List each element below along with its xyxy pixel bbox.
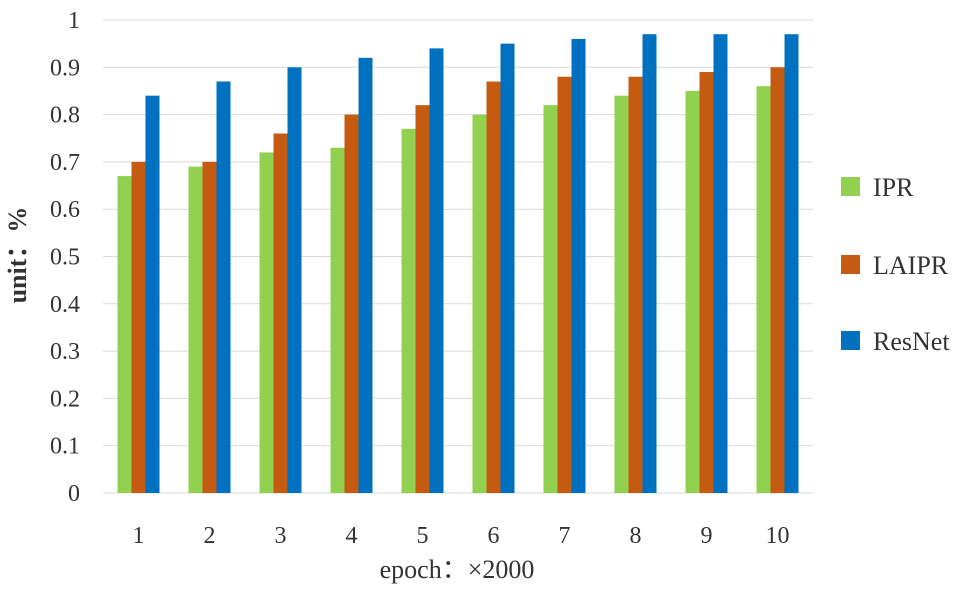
bar-ipr-1 [117, 176, 132, 493]
bar-ipr-8 [614, 95, 629, 494]
y-tick-label: 0.1 [50, 434, 80, 460]
x-tick-label: 2 [204, 523, 216, 549]
bar-ipr-4 [330, 147, 345, 493]
bar-ipr-9 [685, 90, 700, 493]
legend-label-resnet: ResNet [873, 327, 950, 356]
bar-laipr-4 [344, 114, 359, 493]
x-tick-label: 10 [766, 523, 790, 549]
bar-laipr-3 [273, 133, 288, 493]
y-tick-label: 0.6 [50, 197, 80, 223]
y-tick-label: 0.2 [50, 386, 80, 412]
bar-resnet-3 [287, 67, 302, 494]
legend-swatch-ipr [841, 177, 860, 196]
bar-ipr-10 [756, 86, 771, 493]
x-tick-label: 1 [133, 523, 145, 549]
x-tick-label: 5 [417, 523, 429, 549]
bar-laipr-1 [131, 161, 146, 493]
x-tick-label: 8 [630, 523, 642, 549]
x-tick-label: 9 [701, 523, 713, 549]
bar-laipr-8 [628, 76, 643, 493]
bar-resnet-7 [571, 38, 586, 494]
x-tick-label: 6 [488, 523, 500, 549]
bar-laipr-10 [770, 67, 785, 494]
legend-swatch-resnet [841, 331, 860, 350]
y-tick-label: 0 [68, 481, 80, 507]
bar-ipr-6 [472, 114, 487, 493]
bar-resnet-8 [642, 34, 657, 493]
bar-ipr-3 [259, 152, 274, 493]
x-tick-label: 3 [275, 523, 287, 549]
bar-resnet-4 [358, 57, 373, 494]
bar-laipr-9 [699, 72, 714, 493]
bar-laipr-6 [486, 81, 501, 494]
y-axis-label: unit：% [3, 207, 32, 304]
bar-laipr-2 [202, 161, 217, 493]
bar-laipr-7 [557, 76, 572, 493]
bar-resnet-2 [216, 81, 231, 494]
x-tick-label: 7 [559, 523, 571, 549]
bar-resnet-6 [500, 43, 515, 494]
x-tick-labels: 1 2 3 4 5 6 7 8 9 10 [133, 523, 790, 549]
y-tick-label: 0.9 [50, 55, 80, 81]
y-tick-label: 1 [68, 8, 80, 34]
bar-resnet-5 [429, 48, 444, 493]
bar-ipr-7 [543, 105, 558, 493]
bar-resnet-10 [784, 34, 799, 493]
bar-resnet-1 [145, 95, 160, 494]
legend-label-laipr: LAIPR [873, 251, 949, 280]
y-tick-label: 0.4 [50, 292, 80, 318]
x-tick-label: 4 [346, 523, 358, 549]
y-tick-label: 0.3 [50, 339, 80, 365]
x-axis-label: epoch：×2000 [380, 555, 535, 584]
y-tick-label: 0.7 [50, 150, 80, 176]
y-tick-label: 0.5 [50, 245, 80, 271]
legend: IPR LAIPR ResNet [841, 173, 950, 356]
bar-resnet-9 [713, 34, 728, 493]
y-tick-label: 0.8 [50, 103, 80, 129]
legend-label-ipr: IPR [873, 173, 914, 202]
bar-ipr-5 [401, 128, 416, 494]
y-tick-labels: 0 0.1 0.2 0.3 0.4 0.5 0.6 0.7 0.8 0.9 1 [50, 8, 80, 507]
legend-swatch-laipr [841, 255, 860, 274]
bar-ipr-2 [188, 166, 203, 493]
bars [117, 34, 799, 494]
bar-laipr-5 [415, 105, 430, 493]
